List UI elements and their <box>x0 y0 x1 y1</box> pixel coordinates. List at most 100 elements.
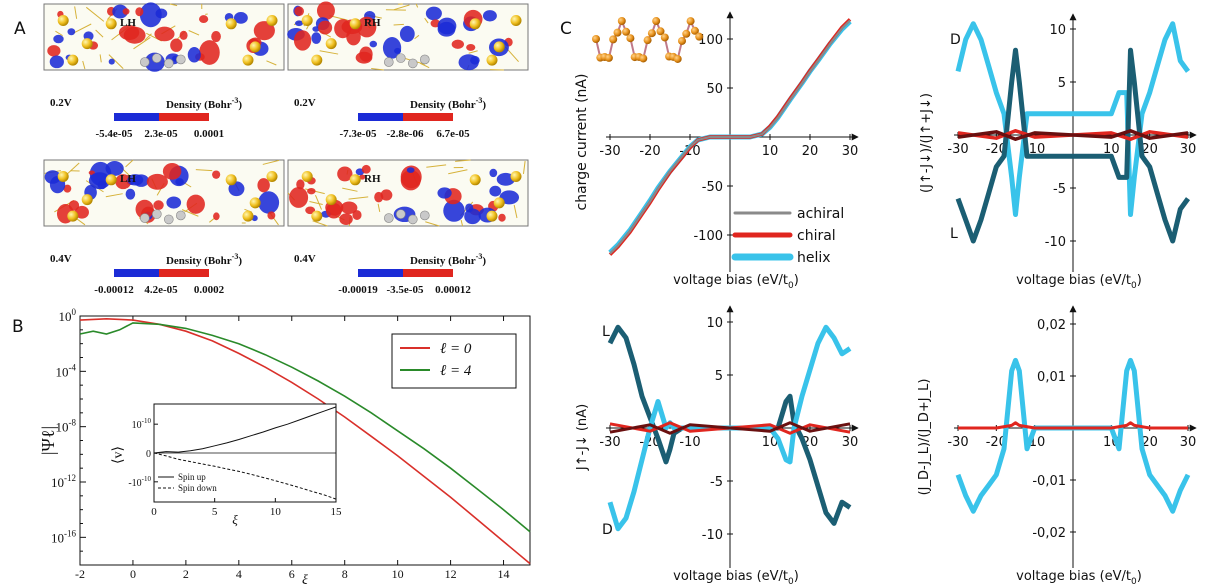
y-axis-label: J↑-J↓ (nA) <box>575 404 590 471</box>
density-blob <box>118 24 140 41</box>
density-blob <box>289 186 309 208</box>
density-blob <box>67 28 76 36</box>
density-blob <box>443 199 465 222</box>
y-tick-label: 10 <box>1049 23 1066 38</box>
colorbar-tick: 0.0002 <box>194 284 225 296</box>
density-blob <box>153 200 164 211</box>
x-axis-label: ξ <box>302 573 308 584</box>
gold-atom <box>105 174 117 186</box>
inset-x-tick-label: 10 <box>270 506 282 518</box>
gold-atom <box>67 54 79 66</box>
gold-atom <box>266 171 278 182</box>
gold-atom <box>225 18 237 30</box>
legend-label: ℓ = 0 <box>440 341 472 357</box>
molecule-atom <box>383 57 394 67</box>
gold-atom <box>510 171 522 182</box>
helix-atom <box>652 17 661 26</box>
y-axis-label: |Ψℓ| <box>38 426 58 455</box>
density-blob <box>311 32 322 44</box>
inset-legend-label: Spin down <box>178 483 217 493</box>
density-blob <box>108 58 115 65</box>
molecule-atom <box>395 53 406 63</box>
y-tick-label: 50 <box>706 82 723 97</box>
bond-line <box>108 54 124 70</box>
molecule-atom <box>176 54 186 65</box>
gold-atom <box>486 210 498 222</box>
density-blob <box>380 189 393 201</box>
gold-atom <box>57 15 69 26</box>
y-tick-label: 100 <box>698 33 723 48</box>
x-tick-label: 12 <box>445 567 457 581</box>
colorbar-tick: -2.8e-06 <box>387 128 424 140</box>
y-tick-label: 10-8 <box>56 418 77 435</box>
density-blob <box>139 2 162 28</box>
x-axis-label: voltage bias (eV/t0) <box>673 273 799 291</box>
colorbar-tick: -0.00019 <box>338 284 378 296</box>
helix-atom <box>592 35 600 43</box>
density-blob <box>499 190 520 205</box>
gold-atom <box>301 15 313 26</box>
helix-atom <box>660 33 669 42</box>
colorbar-negative <box>358 113 403 121</box>
x-tick-label: -30 <box>599 435 620 450</box>
panel-letter-c: C <box>560 19 572 39</box>
colorbar-negative <box>114 113 159 121</box>
density-blob <box>498 213 506 222</box>
x-tick-label: -30 <box>947 142 968 157</box>
bond-line <box>424 17 429 24</box>
spin-polarization-chart: -30 -20 -10 10 20 30 10 5 -5 -10 voltage bias (eV/… <box>919 13 1197 291</box>
voltage-label: 0.4V <box>294 253 316 265</box>
legend-label-achiral: achiral <box>797 206 844 222</box>
bond-line <box>55 30 63 37</box>
density-blob <box>458 54 479 71</box>
bond-line <box>314 194 322 210</box>
x-axis-label: voltage bias (eV/t0) <box>673 569 799 584</box>
x-tick-label: 30 <box>1180 435 1197 450</box>
bond-line <box>425 221 440 227</box>
x-tick-label: -30 <box>599 144 620 159</box>
bond-line <box>133 37 151 50</box>
gold-atom <box>242 54 254 66</box>
inset-x-tick-label: 0 <box>151 506 157 518</box>
density-map-0: LH 0.2V Density (Bohr-3) -5.4e-05 2.3e-05 0.0… <box>43 2 285 140</box>
helix-atom <box>656 27 665 36</box>
molecule-atom <box>164 58 174 69</box>
handedness-label: LH <box>120 173 136 185</box>
density-blob <box>212 170 221 179</box>
density-blob <box>267 211 276 220</box>
density-blob <box>482 10 497 22</box>
x-tick-label: -2 <box>75 567 85 581</box>
bond-line <box>144 33 152 41</box>
series-line-l1 <box>79 322 531 533</box>
gold-atom <box>225 174 237 186</box>
y-tick-label: 10-16 <box>51 528 76 545</box>
density-blob <box>122 8 130 15</box>
bond-line <box>342 187 358 192</box>
gold-atom <box>469 174 481 186</box>
density-blob <box>496 172 515 186</box>
density-blob <box>316 1 335 20</box>
density-panels: LH 0.2V Density (Bohr-3) -5.4e-05 2.3e-05 0.0… <box>43 1 529 296</box>
x-tick-label: 30 <box>1180 142 1197 157</box>
bond-line <box>393 23 404 26</box>
gold-atom <box>249 41 261 53</box>
x-tick-label: 14 <box>498 567 510 581</box>
voltage-label: 0.4V <box>50 253 72 265</box>
density-blob <box>155 8 168 19</box>
density-blob <box>451 39 464 49</box>
density-blob <box>154 26 175 42</box>
density-blob <box>334 19 352 39</box>
molecule-atom <box>140 213 150 223</box>
inset-x-axis-label: ξ <box>232 512 238 527</box>
colorbar-negative <box>114 269 159 277</box>
density-blob <box>437 17 457 35</box>
bond-line <box>95 29 104 38</box>
bond-line <box>420 62 430 69</box>
density-blob <box>374 191 384 203</box>
molecule-atom <box>419 54 430 65</box>
density-blob <box>74 205 89 219</box>
density-blob <box>135 7 144 17</box>
legend-label-chiral: chiral <box>797 228 836 244</box>
helix-atom <box>613 28 622 37</box>
gold-atom <box>266 15 278 26</box>
